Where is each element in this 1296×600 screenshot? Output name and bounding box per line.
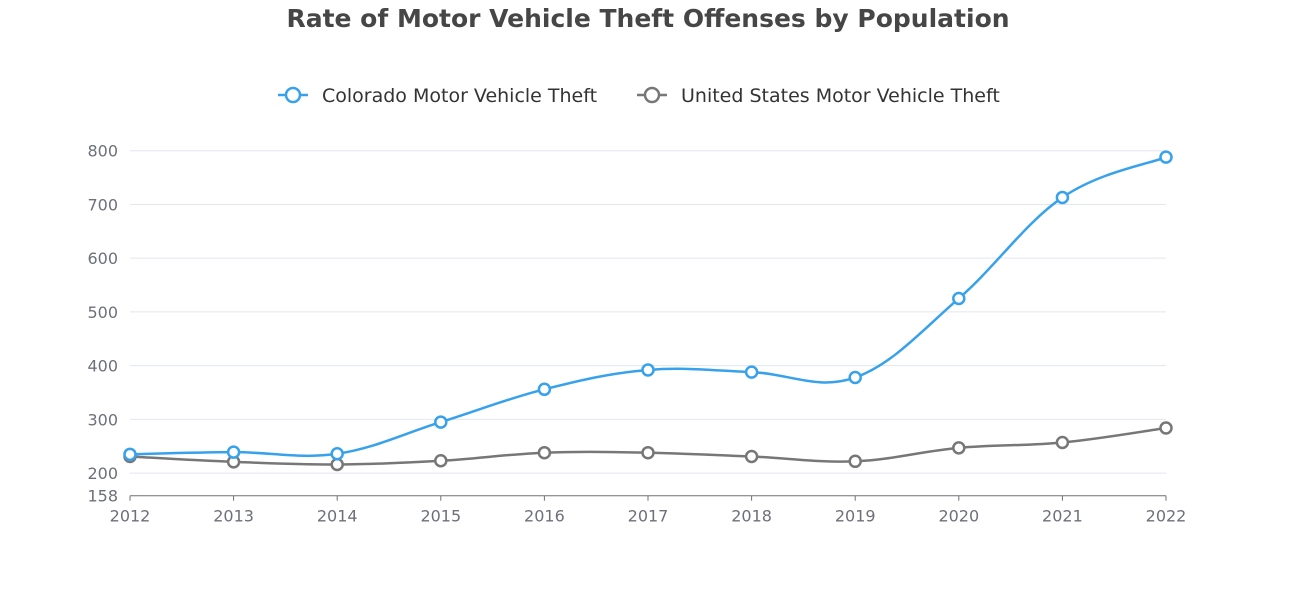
- legend-circle-icon: [643, 86, 661, 104]
- data-point: [848, 370, 862, 385]
- chart-title: Rate of Motor Vehicle Theft Offenses by …: [286, 4, 1009, 33]
- x-tick-label: 2020: [938, 507, 979, 526]
- data-point: [226, 445, 241, 459]
- x-tick-label: 2018: [731, 507, 772, 526]
- data-point: [434, 415, 448, 429]
- data-point: [434, 454, 448, 468]
- y-tick-label: 158: [87, 487, 118, 506]
- series-group: [123, 150, 1173, 472]
- y-tick-label: 500: [87, 303, 118, 322]
- data-point: [1055, 190, 1070, 205]
- data-point: [744, 449, 759, 464]
- data-point: [537, 445, 552, 460]
- data-point: [952, 291, 966, 306]
- grid: [130, 150, 1166, 474]
- legend-item: United States Motor Vehicle Theft: [637, 85, 1000, 107]
- data-point: [537, 382, 552, 397]
- x-tick-label: 2013: [213, 507, 254, 526]
- data-point: [744, 365, 759, 379]
- x-tick-label: 2019: [835, 507, 876, 526]
- y-tick-label: 700: [87, 195, 118, 214]
- legend-circle-icon: [284, 86, 302, 104]
- y-axis: 158 200 300 400 500 600 700 800: [87, 142, 118, 506]
- series-united-states: [123, 421, 1173, 472]
- data-point: [848, 454, 862, 469]
- x-tick-label: 2021: [1042, 507, 1083, 526]
- legend-label: Colorado Motor Vehicle Theft: [322, 85, 597, 107]
- data-point: [1055, 435, 1070, 450]
- y-tick-label: 400: [87, 357, 118, 376]
- x-tick-label: 2016: [524, 507, 565, 526]
- legend-label: United States Motor Vehicle Theft: [681, 85, 1000, 107]
- x-tick-label: 2022: [1146, 507, 1187, 526]
- data-point: [641, 363, 655, 377]
- data-point: [1159, 150, 1173, 164]
- x-axis: 2012 2013 2014 2015 2016 2017 2018 2019 2020 2021…: [110, 495, 1187, 526]
- x-tick-label: 2014: [317, 507, 358, 526]
- legend: Colorado Motor Vehicle Theft United State…: [278, 85, 1000, 107]
- data-point: [123, 447, 137, 462]
- y-tick-label: 300: [87, 410, 118, 429]
- series-line: [129, 155, 1167, 458]
- x-tick-label: 2012: [110, 507, 151, 526]
- x-tick-label: 2017: [628, 507, 669, 526]
- y-tick-label: 200: [87, 464, 118, 483]
- y-tick-label: 800: [87, 142, 118, 161]
- x-tick-label: 2015: [420, 507, 461, 526]
- data-point: [1159, 421, 1173, 435]
- data-point: [330, 457, 344, 472]
- legend-item: Colorado Motor Vehicle Theft: [278, 85, 597, 107]
- data-point: [330, 447, 344, 461]
- data-point: [952, 441, 966, 455]
- data-point: [641, 445, 655, 460]
- series-colorado: [123, 150, 1173, 462]
- y-tick-label: 600: [87, 249, 118, 268]
